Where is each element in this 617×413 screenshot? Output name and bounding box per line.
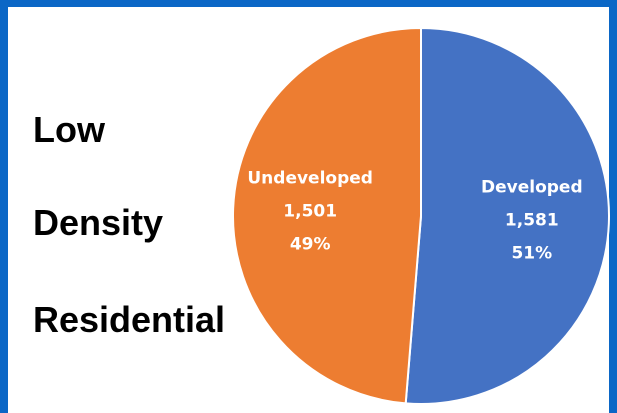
data-label-undeveloped-label: Undeveloped (247, 168, 373, 188)
frame-left-border (0, 0, 8, 413)
frame-right-border (609, 0, 617, 413)
data-label-developed-label: Developed (481, 178, 583, 198)
frame-top-border (0, 0, 617, 7)
pie-slice-undeveloped (232, 26, 422, 405)
data-label-undeveloped-percent: 49% (290, 234, 331, 254)
side-label-residential: Residential (33, 299, 226, 340)
data-label-undeveloped-value: 1,501 (283, 201, 337, 221)
side-label-low: Low (33, 109, 105, 150)
pie-slice-developed (404, 26, 610, 405)
data-label-developed-percent: 51% (511, 244, 552, 264)
side-label-density: Density (33, 202, 164, 243)
data-label-developed-value: 1,581 (505, 211, 559, 231)
